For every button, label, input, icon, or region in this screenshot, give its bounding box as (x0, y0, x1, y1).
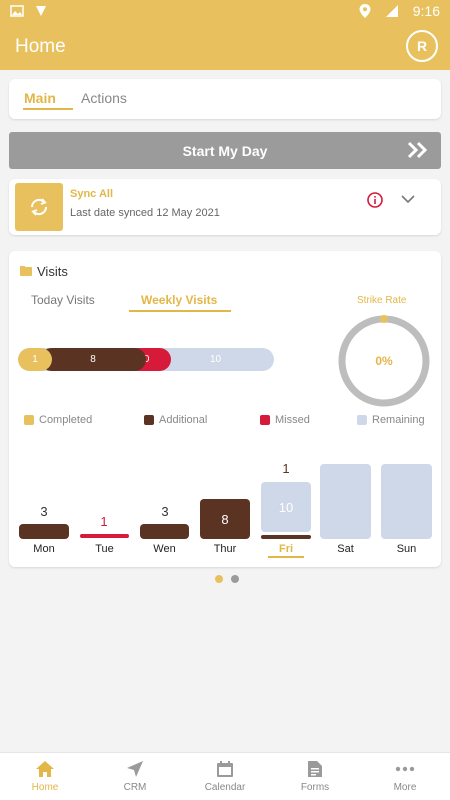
day-count-tue: 1 (100, 514, 108, 529)
day-label-sun[interactable]: Sun (396, 543, 417, 555)
legend-additional: Additional (144, 414, 207, 426)
day-bar-tue (80, 534, 129, 538)
legend-swatch-missed (260, 415, 270, 425)
day-fri-indicator (268, 556, 304, 558)
day-label-tue[interactable]: Tue (95, 543, 114, 555)
nav-forms[interactable]: Forms (270, 753, 360, 800)
day-bar-fri-additional (261, 535, 311, 539)
tab-today-visits[interactable]: Today Visits (31, 293, 95, 307)
nav-forms-label: Forms (300, 782, 330, 793)
day-bar-sun (381, 464, 432, 539)
nav-more[interactable]: More (360, 753, 450, 800)
more-dots-icon (395, 766, 415, 772)
tab-main[interactable]: Main (24, 90, 56, 106)
tab-main-indicator (23, 108, 73, 110)
app-bar: Home R (0, 24, 450, 70)
legend-missed-label: Missed (275, 414, 310, 426)
home-icon (36, 761, 54, 777)
nav-calendar-label: Calendar (204, 782, 246, 793)
calendar-icon (217, 761, 233, 777)
page-indicator (215, 575, 239, 583)
nav-home[interactable]: Home (0, 753, 90, 800)
strike-rate-ring: 0% (338, 315, 430, 407)
chevron-down-icon[interactable] (401, 194, 415, 204)
nav-crm[interactable]: CRM (90, 753, 180, 800)
legend-swatch-additional (144, 415, 154, 425)
tab-weekly-indicator (129, 310, 231, 312)
progress-completed: 1 (18, 348, 52, 371)
nav-more-label: More (393, 782, 417, 793)
day-bar-fri-remaining: 10 (261, 482, 311, 532)
page-dot-active[interactable] (215, 575, 223, 583)
visits-progress-bar: 10 0 8 1 (18, 348, 274, 371)
legend-swatch-remaining (357, 415, 367, 425)
day-count-mon: 3 (40, 504, 48, 519)
app-notification-icon (36, 6, 46, 16)
visits-title: Visits (37, 264, 68, 279)
day-bar-thur: 8 (200, 499, 250, 539)
sync-title: Sync All (70, 188, 113, 200)
location-icon (359, 4, 371, 18)
info-icon[interactable] (367, 192, 383, 208)
double-chevron-right-icon (407, 141, 428, 159)
day-label-thur[interactable]: Thur (213, 543, 237, 555)
last-synced-text: Last date synced 12 May 2021 (70, 207, 220, 219)
strike-rate-value: 0% (375, 354, 393, 368)
legend-remaining: Remaining (357, 414, 425, 426)
day-count-wen: 3 (161, 504, 169, 519)
status-time: 9:16 (412, 3, 440, 19)
bottom-nav: Home CRM Calendar Forms More (0, 752, 450, 800)
visits-card: Visits Today Visits Weekly Visits 10 0 8… (9, 251, 441, 567)
strike-rate-label: Strike Rate (357, 295, 407, 306)
day-label-mon[interactable]: Mon (33, 543, 55, 555)
legend-completed-label: Completed (39, 414, 93, 426)
legend-completed: Completed (24, 414, 92, 426)
navigation-arrow-icon (127, 761, 143, 777)
progress-additional: 8 (40, 348, 146, 371)
day-label-sat[interactable]: Sat (337, 543, 354, 555)
day-bar-wen (140, 524, 189, 539)
main-tabs: Main Actions (9, 79, 441, 119)
day-label-fri[interactable]: Fri (278, 543, 294, 555)
document-icon (308, 761, 322, 777)
legend-additional-label: Additional (159, 414, 208, 426)
legend-missed: Missed (260, 414, 310, 426)
signal-icon (385, 5, 398, 17)
day-count-fri-additional: 1 (282, 461, 290, 476)
page-dot[interactable] (231, 575, 239, 583)
status-bar: 9:16 (0, 0, 450, 24)
image-icon (10, 5, 24, 17)
day-bar-mon (19, 524, 69, 539)
sync-card: Sync All Last date synced 12 May 2021 (9, 179, 441, 235)
legend-remaining-label: Remaining (372, 414, 425, 426)
nav-calendar[interactable]: Calendar (180, 753, 270, 800)
sync-button[interactable] (15, 183, 63, 231)
legend-swatch-completed (24, 415, 34, 425)
progress-remaining: 10 (209, 354, 222, 365)
tab-weekly-visits[interactable]: Weekly Visits (141, 293, 218, 307)
folder-icon (20, 266, 32, 276)
day-bar-sat (320, 464, 371, 539)
start-my-day-button[interactable]: Start My Day (9, 132, 441, 169)
nav-home-label: Home (31, 782, 59, 793)
day-label-wen[interactable]: Wen (153, 543, 176, 555)
sync-icon (30, 198, 48, 216)
tab-actions[interactable]: Actions (81, 90, 127, 106)
avatar[interactable]: R (406, 30, 438, 62)
page-title: Home (15, 36, 66, 57)
start-my-day-label: Start My Day (182, 143, 268, 159)
nav-crm-label: CRM (123, 782, 147, 793)
